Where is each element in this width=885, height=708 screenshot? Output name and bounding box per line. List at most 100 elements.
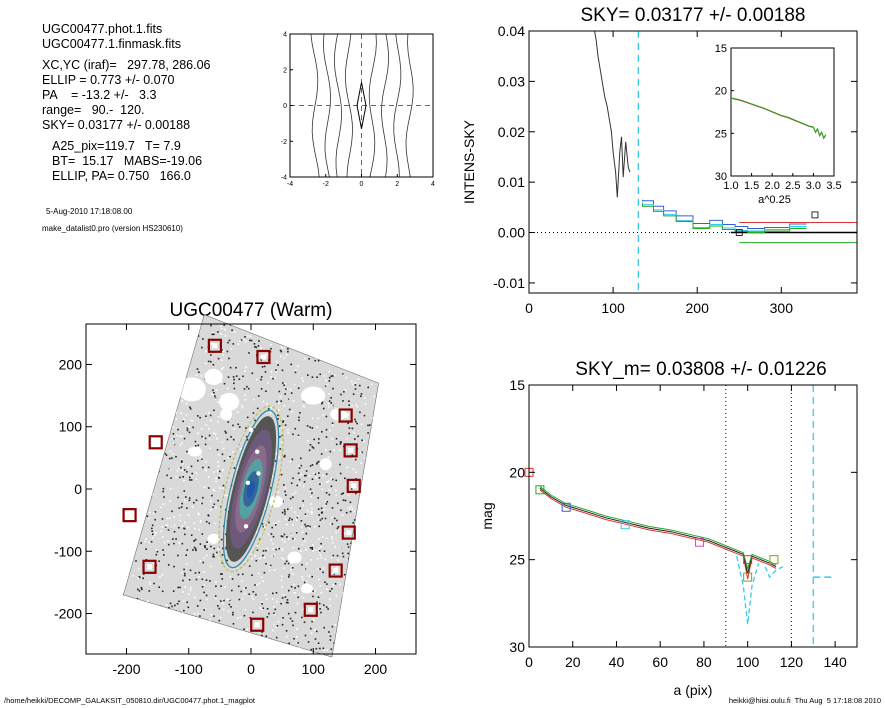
noise-dot	[366, 374, 369, 376]
noise-dot	[335, 494, 338, 497]
sky-x-tick-label: 0	[525, 300, 533, 316]
noise-dot	[318, 525, 320, 528]
noise-dot	[181, 469, 184, 472]
noise-dot	[355, 369, 357, 372]
noise-dot	[334, 360, 337, 362]
noise-dot	[403, 444, 405, 446]
noise-dot	[307, 641, 310, 643]
noise-dot	[357, 602, 359, 605]
noise-dot	[360, 462, 362, 464]
noise-dot	[367, 552, 370, 555]
noise-dot	[201, 346, 203, 349]
noise-dot	[184, 586, 186, 588]
noise-dot	[292, 496, 294, 498]
noise-dot	[332, 554, 335, 557]
noise-dot	[406, 575, 408, 577]
noise-dot	[210, 354, 212, 356]
noise-dot	[231, 329, 233, 331]
noise-dot	[112, 548, 114, 550]
noise-dot	[112, 458, 114, 460]
noise-dot	[203, 557, 206, 559]
noise-dot	[217, 469, 219, 472]
noise-dot	[292, 477, 294, 480]
noise-dot	[262, 550, 265, 552]
noise-dot	[348, 508, 351, 510]
noise-dot	[276, 453, 278, 456]
noise-dot	[291, 567, 294, 569]
noise-dot	[112, 600, 114, 602]
noise-dot	[145, 442, 148, 444]
noise-dot	[218, 607, 221, 610]
noise-dot	[190, 587, 192, 589]
noise-dot	[245, 366, 248, 369]
noise-dot	[96, 409, 98, 411]
noise-dot	[263, 365, 266, 368]
noise-dot	[164, 615, 167, 617]
noise-dot	[282, 500, 284, 503]
noise-dot	[161, 518, 164, 520]
noise-dot	[183, 499, 186, 502]
noise-dot	[393, 551, 395, 553]
noise-dot	[350, 617, 352, 619]
noise-dot	[264, 594, 267, 596]
noise-dot	[362, 582, 364, 585]
noise-dot	[127, 334, 130, 337]
noise-dot	[274, 468, 276, 470]
sky-profile-series	[594, 30, 631, 198]
noise-dot	[108, 619, 110, 621]
noise-dot	[385, 492, 387, 494]
noise-dot	[375, 573, 378, 576]
noise-dot	[259, 607, 261, 609]
noise-dot	[95, 326, 97, 328]
noise-dot	[397, 408, 399, 410]
noise-dot	[255, 559, 258, 562]
noise-dot	[313, 346, 315, 348]
noise-dot	[299, 507, 301, 510]
noise-dot	[176, 470, 179, 472]
noise-dot	[344, 477, 346, 480]
star-mask-box	[256, 349, 271, 365]
noise-dot	[92, 395, 94, 397]
noise-dot	[260, 329, 263, 332]
noise-dot	[303, 568, 306, 571]
noise-dot	[267, 382, 269, 384]
noise-dot	[327, 456, 330, 458]
noise-dot	[275, 371, 278, 373]
noise-dot	[213, 333, 215, 336]
noise-dot	[89, 457, 91, 459]
noise-dot	[413, 650, 415, 652]
noise-dot	[387, 545, 389, 547]
noise-dot	[113, 415, 115, 417]
noise-dot	[136, 418, 138, 420]
noise-dot	[101, 528, 103, 530]
noise-dot	[294, 587, 296, 589]
noise-dot	[118, 440, 120, 442]
noise-dot	[319, 647, 321, 650]
noise-dot	[91, 337, 93, 339]
noise-dot	[304, 540, 306, 543]
star-mask-core	[260, 354, 266, 360]
noise-dot	[187, 526, 189, 529]
noise-dot	[332, 387, 334, 390]
noise-dot	[302, 608, 304, 611]
noise-dot	[114, 369, 116, 371]
noise-dot	[256, 531, 258, 534]
noise-dot	[115, 360, 117, 362]
noise-dot	[134, 458, 136, 461]
noise-dot	[220, 395, 223, 397]
noise-dot	[277, 414, 279, 417]
mask-blob	[177, 377, 206, 402]
noise-dot	[169, 614, 172, 617]
noise-dot	[365, 519, 367, 522]
contour-x-tick-label: -2	[323, 181, 329, 188]
noise-dot	[315, 350, 317, 352]
noise-dot	[348, 507, 351, 509]
noise-dot	[201, 578, 204, 581]
noise-dot	[204, 545, 206, 547]
noise-dot	[326, 501, 329, 503]
noise-dot	[109, 360, 111, 362]
noise-dot	[156, 472, 159, 475]
image-x-tick-label: 0	[247, 661, 255, 677]
noise-dot	[236, 411, 239, 413]
noise-dot	[378, 371, 379, 373]
